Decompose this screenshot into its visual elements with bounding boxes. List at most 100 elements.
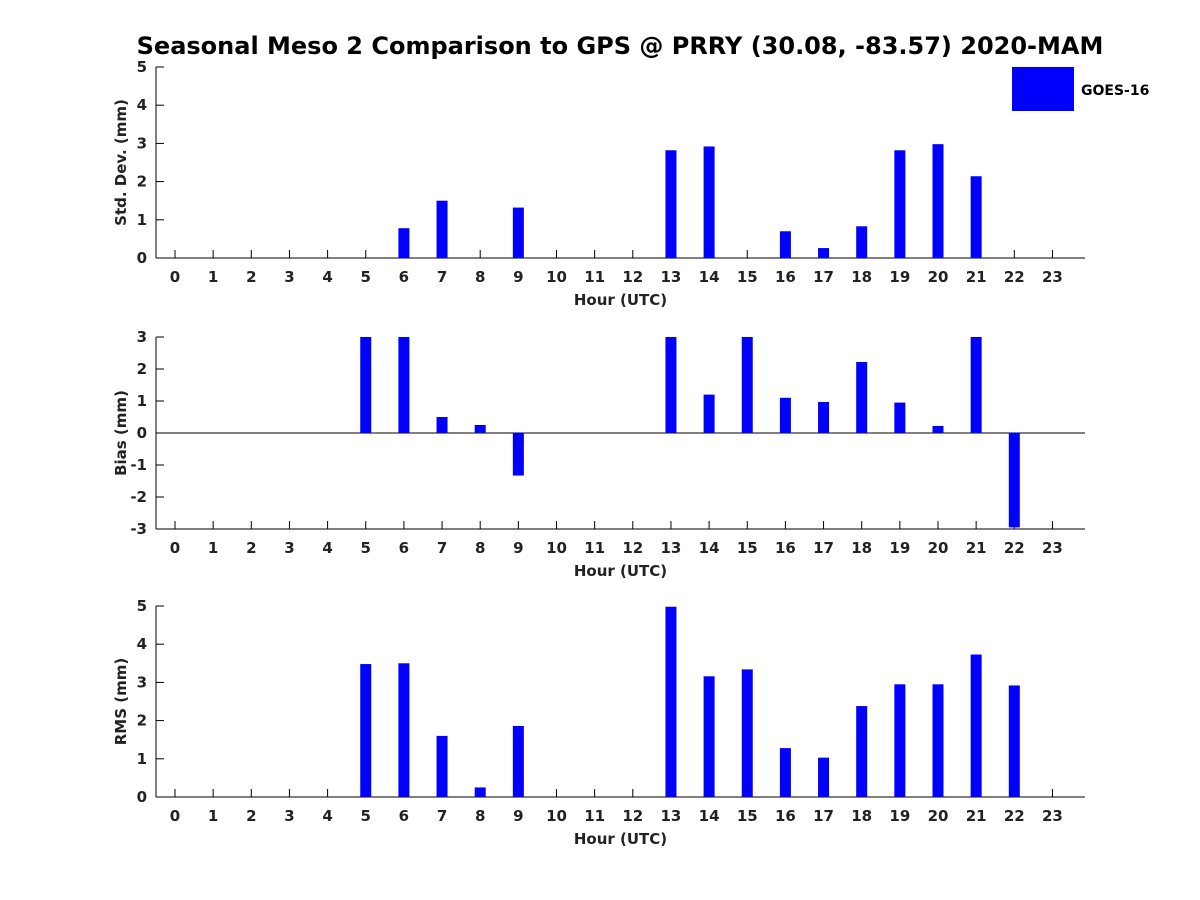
bias-x-tick-label: 2 <box>246 539 256 557</box>
std-dev-bar-hour-19 <box>894 150 906 258</box>
rms-y-label: RMS (mm) <box>112 658 130 745</box>
bias-bar-hour-19 <box>894 402 906 433</box>
std-dev-bar-hour-6 <box>398 228 410 258</box>
bias-y-tick-label: 0 <box>137 424 147 442</box>
rms-y-tick-label: 2 <box>137 712 147 730</box>
bias-x-tick-label: 13 <box>661 539 682 557</box>
std-dev-bar-hour-16 <box>779 231 791 258</box>
bias-bar-hour-6 <box>398 337 410 433</box>
rms-x-tick-label: 17 <box>813 807 834 825</box>
rms-x-tick-label: 15 <box>737 807 758 825</box>
bias-y-tick-label: 3 <box>137 328 147 346</box>
rms-bar-hour-6 <box>398 663 410 797</box>
std-dev-y-tick-label: 5 <box>137 58 147 76</box>
std-dev-x-tick-label: 8 <box>475 268 485 286</box>
std-dev-x-tick-label: 6 <box>399 268 409 286</box>
rms-x-tick-label: 13 <box>661 807 682 825</box>
std-dev-bar-hour-18 <box>856 226 868 258</box>
bias-y-tick-label: -2 <box>130 488 147 506</box>
std-dev-x-tick-label: 14 <box>699 268 720 286</box>
std-dev-x-tick-label: 10 <box>546 268 567 286</box>
std-dev-x-tick-label: 22 <box>1004 268 1025 286</box>
rms-x-tick-label: 23 <box>1042 807 1063 825</box>
bias-x-label: Hour (UTC) <box>574 562 667 580</box>
bias-bar-hour-20 <box>932 425 944 433</box>
std-dev-bar-hour-9 <box>512 207 524 258</box>
bias-x-tick-label: 1 <box>208 539 218 557</box>
bias-x-tick-label: 15 <box>737 539 758 557</box>
std-dev-bar-hour-20 <box>932 144 944 258</box>
bias-bar-hour-8 <box>474 425 486 433</box>
std-dev-x-tick-label: 2 <box>246 268 256 286</box>
rms-bar-hour-8 <box>474 787 486 797</box>
std-dev-x-tick-label: 4 <box>322 268 332 286</box>
std-dev-x-label: Hour (UTC) <box>574 291 667 309</box>
bias-x-tick-label: 5 <box>361 539 371 557</box>
std-dev-bar-hour-7 <box>436 200 448 258</box>
rms-bar-hour-16 <box>779 748 791 797</box>
rms-x-tick-label: 4 <box>322 807 332 825</box>
rms-y-tick-label: 5 <box>137 597 147 615</box>
rms-x-tick-label: 0 <box>170 807 180 825</box>
rms-x-tick-label: 20 <box>928 807 949 825</box>
rms-bar-hour-20 <box>932 684 944 797</box>
bias-x-tick-label: 10 <box>546 539 567 557</box>
bias-x-tick-label: 17 <box>813 539 834 557</box>
std-dev-y-tick-label: 1 <box>137 211 147 229</box>
bias-x-tick-label: 0 <box>170 539 180 557</box>
bias-x-tick-label: 16 <box>775 539 796 557</box>
rms-x-tick-label: 19 <box>889 807 910 825</box>
rms-x-tick-label: 1 <box>208 807 218 825</box>
chart-title: Seasonal Meso 2 Comparison to GPS @ PRRY… <box>137 32 1104 60</box>
bias-y-tick-label: -1 <box>130 456 147 474</box>
bias-x-tick-label: 9 <box>513 539 523 557</box>
bias-x-tick-label: 6 <box>399 539 409 557</box>
rms-x-tick-label: 16 <box>775 807 796 825</box>
bias-x-tick-label: 14 <box>699 539 720 557</box>
bias-bar-hour-15 <box>741 337 753 433</box>
bias-bar-hour-16 <box>779 397 791 433</box>
bias-bar-hour-7 <box>436 417 448 433</box>
bias-x-tick-label: 8 <box>475 539 485 557</box>
std-dev-bar-hour-21 <box>970 176 982 258</box>
std-dev-y-tick-label: 2 <box>137 173 147 191</box>
bias-x-tick-label: 23 <box>1042 539 1063 557</box>
rms-x-tick-label: 7 <box>437 807 447 825</box>
std-dev-y-tick-label: 0 <box>137 249 147 267</box>
legend-swatch <box>1012 67 1074 111</box>
std-dev-x-tick-label: 23 <box>1042 268 1063 286</box>
std-dev-x-tick-label: 17 <box>813 268 834 286</box>
std-dev-x-tick-label: 7 <box>437 268 447 286</box>
rms-bar-hour-21 <box>970 654 982 797</box>
rms-bar-hour-9 <box>512 725 524 797</box>
bias-x-tick-label: 21 <box>966 539 987 557</box>
bias-x-tick-label: 11 <box>584 539 605 557</box>
rms-x-tick-label: 12 <box>622 807 643 825</box>
bias-bar-hour-21 <box>970 337 982 433</box>
std-dev-y-tick-label: 4 <box>137 96 147 114</box>
std-dev-bar-hour-17 <box>818 248 830 258</box>
std-dev-x-tick-label: 12 <box>622 268 643 286</box>
rms-x-label: Hour (UTC) <box>574 830 667 848</box>
rms-bar-hour-17 <box>818 757 830 797</box>
rms-x-tick-label: 21 <box>966 807 987 825</box>
bias-bar-hour-9 <box>512 433 524 476</box>
std-dev-x-tick-label: 13 <box>661 268 682 286</box>
bias-bar-hour-17 <box>818 401 830 433</box>
rms-y-tick-label: 1 <box>137 750 147 768</box>
rms-x-tick-label: 5 <box>361 807 371 825</box>
std-dev-x-tick-label: 15 <box>737 268 758 286</box>
bias-y-tick-label: 1 <box>137 392 147 410</box>
bias-bar-hour-14 <box>703 394 715 433</box>
std-dev-x-tick-label: 21 <box>966 268 987 286</box>
rms-y-tick-label: 4 <box>137 635 147 653</box>
bias-x-tick-label: 7 <box>437 539 447 557</box>
std-dev-bar-hour-14 <box>703 146 715 258</box>
rms-x-tick-label: 3 <box>284 807 294 825</box>
rms-bar-hour-22 <box>1008 685 1020 797</box>
std-dev-x-tick-label: 19 <box>889 268 910 286</box>
bias-y-label: Bias (mm) <box>112 390 130 476</box>
std-dev-x-tick-label: 5 <box>361 268 371 286</box>
